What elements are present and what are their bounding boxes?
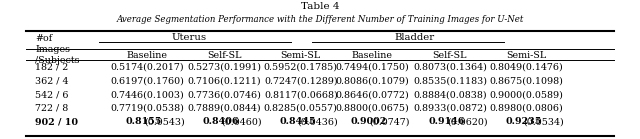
Text: (0.0534): (0.0534) bbox=[524, 117, 564, 126]
Text: 0.7889(0.0844): 0.7889(0.0844) bbox=[187, 104, 261, 113]
Text: 902 / 10: 902 / 10 bbox=[35, 117, 78, 126]
Text: Semi-SL: Semi-SL bbox=[507, 51, 547, 60]
Text: 0.9235: 0.9235 bbox=[505, 117, 541, 126]
Text: Baseline: Baseline bbox=[352, 51, 393, 60]
Text: (0.0747): (0.0747) bbox=[369, 117, 410, 126]
Text: 0.8155: 0.8155 bbox=[125, 117, 162, 126]
Text: Self-SL: Self-SL bbox=[433, 51, 467, 60]
Text: 0.8117(0.0668): 0.8117(0.0668) bbox=[264, 90, 338, 99]
Text: 0.7446(0.1003): 0.7446(0.1003) bbox=[110, 90, 184, 99]
Text: 0.8049(0.1476): 0.8049(0.1476) bbox=[490, 63, 564, 72]
Text: 0.6197(0.1760): 0.6197(0.1760) bbox=[110, 76, 184, 85]
Text: 362 / 4: 362 / 4 bbox=[35, 76, 68, 85]
Text: 0.7719(0.0538): 0.7719(0.0538) bbox=[110, 104, 184, 113]
Text: Uterus: Uterus bbox=[172, 33, 206, 42]
Text: Average Segmentation Performance with the Different Number of Training Images fo: Average Segmentation Performance with th… bbox=[116, 15, 524, 24]
Text: (0.0543): (0.0543) bbox=[144, 117, 185, 126]
Text: 0.7106(0.1211): 0.7106(0.1211) bbox=[187, 76, 261, 85]
Text: Table 4: Table 4 bbox=[301, 2, 339, 11]
Text: 0.8535(0.1183): 0.8535(0.1183) bbox=[413, 76, 487, 85]
Text: Self-SL: Self-SL bbox=[207, 51, 241, 60]
Text: (0.0436): (0.0436) bbox=[298, 117, 339, 126]
Text: 0.7247(0.1289): 0.7247(0.1289) bbox=[264, 76, 338, 85]
Text: 0.8073(0.1364): 0.8073(0.1364) bbox=[413, 63, 487, 72]
Text: #of
Images
/Subjects: #of Images /Subjects bbox=[35, 34, 80, 64]
Text: 0.5952(0.1785): 0.5952(0.1785) bbox=[264, 63, 338, 72]
Text: Semi-SL: Semi-SL bbox=[281, 51, 321, 60]
Text: 0.8800(0.0675): 0.8800(0.0675) bbox=[335, 104, 410, 113]
Text: 0.9002: 0.9002 bbox=[351, 117, 387, 126]
Text: 722 / 8: 722 / 8 bbox=[35, 104, 68, 113]
Text: 0.8675(0.1098): 0.8675(0.1098) bbox=[490, 76, 564, 85]
Text: 542 / 6: 542 / 6 bbox=[35, 90, 68, 99]
Text: 0.8285(0.0557): 0.8285(0.0557) bbox=[264, 104, 338, 113]
Text: (0.0460): (0.0460) bbox=[221, 117, 262, 126]
Text: 0.9000(0.0589): 0.9000(0.0589) bbox=[490, 90, 564, 99]
Text: 0.8884(0.0838): 0.8884(0.0838) bbox=[413, 90, 487, 99]
Text: 0.5273(0.1991): 0.5273(0.1991) bbox=[187, 63, 261, 72]
Text: 0.8980(0.0806): 0.8980(0.0806) bbox=[490, 104, 564, 113]
Text: 0.5174(0.2017): 0.5174(0.2017) bbox=[110, 63, 184, 72]
Text: 0.8086(0.1079): 0.8086(0.1079) bbox=[335, 76, 410, 85]
Text: 182 / 2: 182 / 2 bbox=[35, 63, 68, 72]
Text: 0.8445: 0.8445 bbox=[279, 117, 316, 126]
Text: Baseline: Baseline bbox=[127, 51, 168, 60]
Text: 0.8933(0.0872): 0.8933(0.0872) bbox=[413, 104, 487, 113]
Text: 0.7736(0.0746): 0.7736(0.0746) bbox=[187, 90, 261, 99]
Text: 0.7494(0.1750): 0.7494(0.1750) bbox=[335, 63, 410, 72]
Text: 0.9146: 0.9146 bbox=[428, 117, 465, 126]
Text: 0.8406: 0.8406 bbox=[202, 117, 239, 126]
Text: 0.8646(0.0772): 0.8646(0.0772) bbox=[335, 90, 410, 99]
Text: (0.0620): (0.0620) bbox=[447, 117, 488, 126]
Text: Bladder: Bladder bbox=[395, 33, 435, 42]
